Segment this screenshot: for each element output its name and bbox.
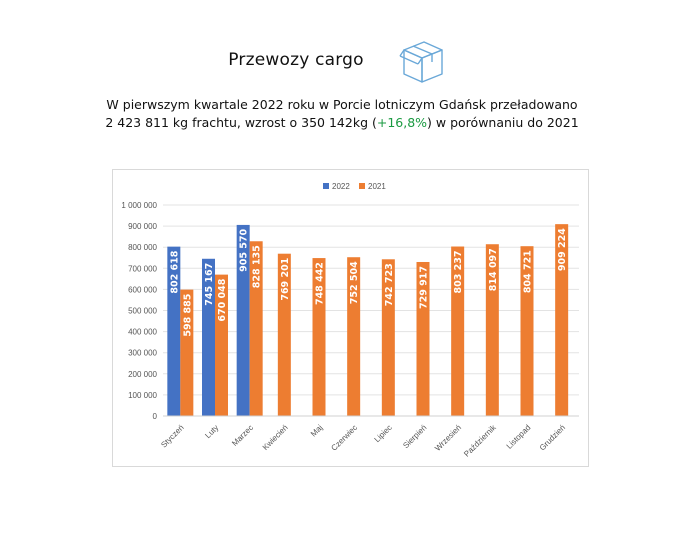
- data-label-2022: 802 618: [169, 250, 180, 293]
- subtitle-line-2: 2 423 811 kg frachtu, wzrost o 350 142kg…: [0, 114, 684, 132]
- y-tick-label: 300 000: [128, 349, 157, 358]
- subtitle-line-1: W pierwszym kwartale 2022 roku w Porcie …: [106, 97, 578, 112]
- data-label-2021: 769 201: [280, 258, 291, 301]
- y-tick-label: 800 000: [128, 243, 157, 252]
- data-label-2022: 745 167: [204, 263, 215, 306]
- data-label-2021: 748 442: [315, 262, 326, 305]
- bar-2021: [312, 258, 326, 416]
- x-tick-label: Lipiec: [373, 423, 394, 444]
- y-tick-label: 700 000: [128, 264, 157, 273]
- bar-2021: [520, 246, 534, 416]
- data-label-2021: 752 504: [349, 261, 360, 304]
- legend-swatch-2021: [359, 183, 365, 189]
- legend-swatch-2022: [323, 183, 329, 189]
- x-tick-label: Grudzień: [538, 423, 567, 452]
- bar-2021: [215, 274, 228, 416]
- data-label-2021: 803 237: [453, 251, 464, 294]
- data-label-2021: 598 885: [182, 294, 193, 337]
- page-title: Przewozy cargo: [0, 50, 684, 70]
- bar-2021: [485, 244, 499, 416]
- data-label-2021: 729 917: [419, 266, 430, 309]
- bar-2022: [236, 224, 250, 416]
- y-tick-label: 1 000 000: [121, 201, 157, 210]
- x-tick-label: Sierpień: [401, 423, 428, 450]
- bar-2021: [555, 224, 569, 416]
- x-tick-label: Kwiecień: [261, 423, 290, 452]
- y-tick-label: 200 000: [128, 370, 157, 379]
- bar-2021: [249, 241, 263, 416]
- y-tick-label: 400 000: [128, 328, 157, 337]
- bar-2022: [202, 258, 215, 416]
- x-tick-label: Listopad: [505, 423, 533, 451]
- growth-percentage: +16,8%: [376, 115, 428, 130]
- legend-label-2021: 2021: [368, 182, 386, 191]
- bar-2021: [347, 257, 361, 416]
- y-tick-label: 500 000: [128, 307, 157, 316]
- data-label-2021: 814 097: [488, 248, 499, 291]
- bar-2021: [180, 289, 194, 416]
- data-label-2022: 905 570: [239, 229, 250, 272]
- data-label-2021: 670 048: [217, 278, 228, 321]
- y-tick-label: 100 000: [128, 391, 157, 400]
- x-tick-label: Marzec: [230, 423, 255, 448]
- data-label-2021: 804 721: [523, 250, 534, 293]
- y-tick-label: 600 000: [128, 285, 157, 294]
- data-label-2021: 909 224: [557, 228, 568, 271]
- subtitle-line-2-end: ) w porównaniu do 2021: [427, 115, 579, 130]
- bar-2021: [381, 259, 395, 416]
- cargo-bar-chart: 0 100 000 200 000 300 000 400 000 500 000 600 …: [121, 182, 579, 459]
- x-tick-label: Styczeń: [159, 423, 185, 449]
- bar-2022: [167, 246, 181, 416]
- x-tick-label: Maj: [309, 423, 325, 439]
- x-tick-label: Luty: [203, 423, 220, 440]
- bar-2021: [277, 253, 291, 416]
- bar-2021: [416, 261, 430, 416]
- x-tick-label: Czerwiec: [329, 423, 359, 453]
- bar-2021: [451, 246, 465, 416]
- subtitle-line-2-start: 2 423 811 kg frachtu, wzrost o 350 142kg…: [105, 115, 377, 130]
- x-tick-label: Październik: [462, 422, 498, 458]
- y-tick-label: 0: [153, 412, 158, 421]
- page-subtitle: W pierwszym kwartale 2022 roku w Porcie …: [0, 96, 684, 132]
- x-tick-label: Wrzesień: [433, 423, 463, 453]
- data-label-2021: 828 135: [252, 245, 263, 288]
- page-title-text: Przewozy cargo: [228, 50, 364, 70]
- y-tick-label: 900 000: [128, 222, 157, 231]
- data-label-2021: 742 723: [384, 263, 395, 306]
- chart-card: 0 100 000 200 000 300 000 400 000 500 000 600 …: [112, 169, 589, 467]
- legend-label-2022: 2022: [332, 182, 350, 191]
- cardboard-box-icon: [399, 41, 443, 83]
